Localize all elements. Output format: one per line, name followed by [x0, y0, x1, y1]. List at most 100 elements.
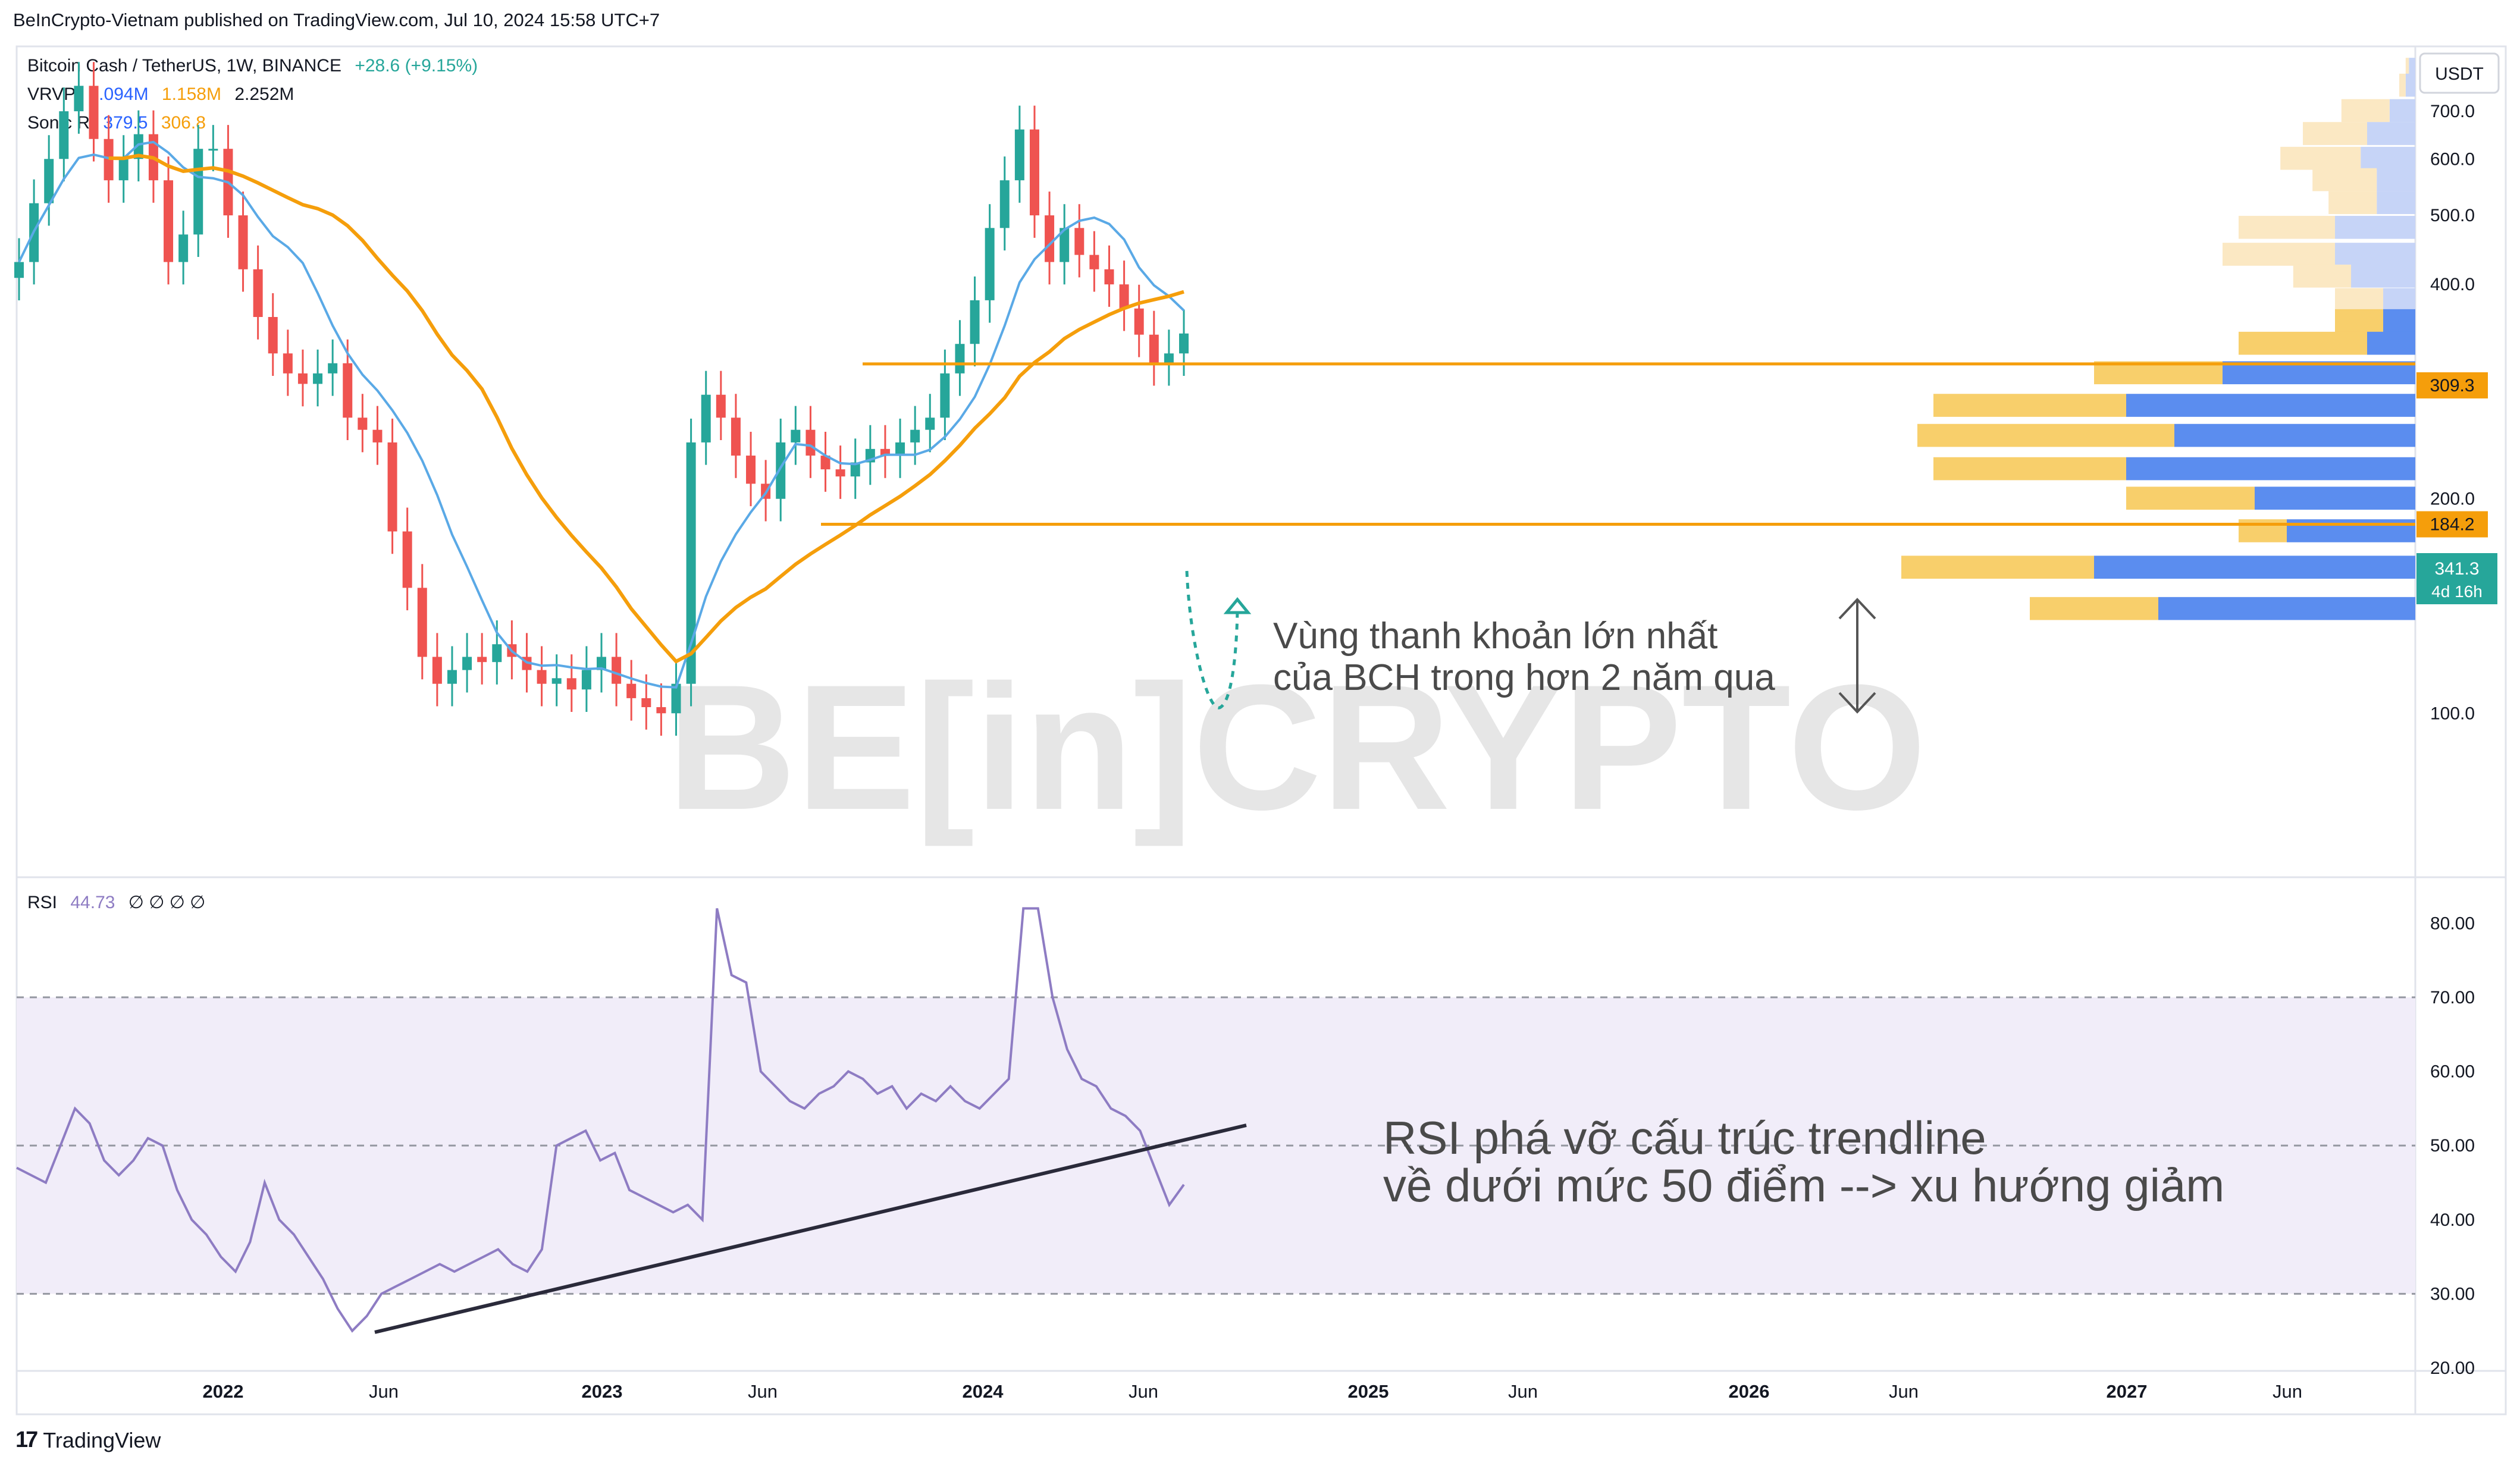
candle-body	[910, 429, 920, 442]
vp-bar-down	[2312, 168, 2377, 192]
candle-body	[895, 442, 905, 456]
vrvp-down: 1.158M	[161, 84, 221, 104]
price-tick: 200.0	[2430, 489, 2475, 509]
candle-body	[74, 86, 84, 112]
candle-body	[328, 363, 338, 374]
currency-label: USDT	[2435, 64, 2484, 84]
candle-body	[716, 394, 726, 418]
candle-body	[581, 670, 591, 690]
time-tick: 2024	[963, 1381, 1004, 1402]
published-by: BeInCrypto-Vietnam published on TradingV…	[13, 10, 660, 30]
tradingview-brand: TradingView	[43, 1427, 161, 1452]
vp-bar-down	[2239, 215, 2335, 239]
candle-body	[492, 644, 502, 663]
candle-body	[880, 448, 890, 456]
badge-lower: 184.2	[2430, 515, 2474, 535]
rsi-legend: RSI 44.73 ∅ ∅ ∅ ∅	[27, 892, 214, 913]
zone-annotation-line2: của BCH trong hơn 2 năm qua	[1273, 657, 1775, 698]
candle-body	[1014, 129, 1024, 181]
vp-bar-down	[2303, 122, 2367, 145]
rsi-tick: 60.00	[2430, 1062, 2475, 1082]
candle-body	[268, 316, 278, 354]
candle-body	[612, 657, 622, 684]
tradingview-logo[interactable]: 17 TradingView	[15, 1427, 161, 1453]
tradingview-mark-icon: 17	[15, 1427, 38, 1452]
vp-bar-down	[2399, 73, 2406, 97]
candle-body	[1045, 215, 1055, 262]
candle-body	[1179, 333, 1189, 354]
candle-body	[537, 670, 547, 684]
rsi-line	[16, 907, 1185, 1333]
vp-bar-down	[1933, 394, 2126, 417]
candle-body	[970, 300, 980, 344]
candle-body	[597, 657, 606, 670]
time-axis[interactable]: 2022 Jun 2023 Jun 2024 Jun 2025 Jun 2026 Jun 2027 J…	[203, 1381, 2302, 1402]
vp-bar-up	[2351, 264, 2415, 288]
candle-body	[850, 462, 860, 477]
vp-bar-down	[2030, 597, 2158, 620]
sonic-slow-line	[108, 153, 1184, 664]
rsi-tick: 80.00	[2430, 914, 2475, 933]
price-badge-box	[2416, 553, 2497, 604]
vp-bar-up	[2335, 243, 2415, 266]
badge-upper: 309.3	[2430, 376, 2474, 396]
candle-body	[477, 657, 487, 663]
candle-body	[701, 394, 711, 442]
currency-button[interactable]	[2419, 52, 2500, 94]
rsi-tick: 40.00	[2430, 1210, 2475, 1230]
badge-lower-box	[2416, 511, 2488, 538]
vp-bar-up	[2377, 168, 2415, 192]
vp-bar-up	[2389, 99, 2415, 123]
badge-upper-box	[2416, 372, 2488, 398]
vp-bar-up	[2126, 394, 2415, 417]
candle-body	[44, 159, 54, 203]
vp-bar-down	[2335, 288, 2383, 312]
candle-body	[402, 531, 412, 588]
rsi-tick: 20.00	[2430, 1358, 2475, 1378]
sonic-fast: 379.5	[103, 113, 148, 133]
candle-body	[387, 442, 397, 532]
candle-body	[59, 111, 69, 159]
countdown-badge: 4d 16h	[2431, 582, 2483, 601]
candle-body	[313, 373, 323, 384]
candle-body	[955, 344, 965, 374]
rsi-trendline	[374, 1123, 1247, 1334]
rsi-axis[interactable]: 80.00 70.00 60.00 50.00 40.00 30.00 20.00	[2430, 914, 2475, 1378]
time-tick: Jun	[1889, 1381, 1919, 1402]
candle-body	[432, 657, 442, 684]
vp-bar-down	[1917, 423, 2174, 447]
price-badge: 341.3	[2434, 559, 2479, 579]
candle-body	[447, 670, 457, 684]
candle-body	[253, 269, 263, 317]
symbol-legend: Bitcoin Cash / TetherUS, 1W, BINANCE +28…	[27, 56, 486, 76]
candle-body	[164, 180, 174, 262]
candle-body	[1074, 228, 1085, 255]
time-tick: Jun	[1129, 1381, 1158, 1402]
symbol-change: +28.6 (+9.15%)	[355, 56, 478, 76]
candle-body	[118, 159, 128, 181]
price-tick: 100.0	[2430, 704, 2475, 723]
candle-body	[820, 456, 830, 470]
candle-body	[1164, 353, 1174, 363]
time-tick: 2025	[1348, 1381, 1389, 1402]
candle-body	[671, 683, 681, 714]
candle-body	[343, 363, 353, 418]
vp-bar-down	[2223, 243, 2335, 266]
rsi-value: 44.73	[70, 893, 115, 912]
rsi-annotation-line2: về dưới mức 50 điểm --> xu hướng giảm	[1383, 1159, 2224, 1212]
projection-path	[1185, 570, 1239, 710]
time-tick: 2023	[582, 1381, 623, 1402]
candle-body	[358, 418, 368, 430]
time-tick: 2027	[2107, 1381, 2148, 1402]
candle-body	[999, 180, 1010, 228]
vp-bar-down	[2126, 487, 2255, 510]
vp-bar-down	[2293, 264, 2351, 288]
candle-body	[985, 228, 995, 300]
vp-bar-down	[1933, 457, 2126, 481]
candle-body	[208, 149, 218, 151]
candle-body	[133, 134, 143, 159]
candle-body	[283, 353, 293, 374]
vrvp-up: 1.094M	[89, 84, 149, 104]
candle-body	[925, 418, 935, 430]
